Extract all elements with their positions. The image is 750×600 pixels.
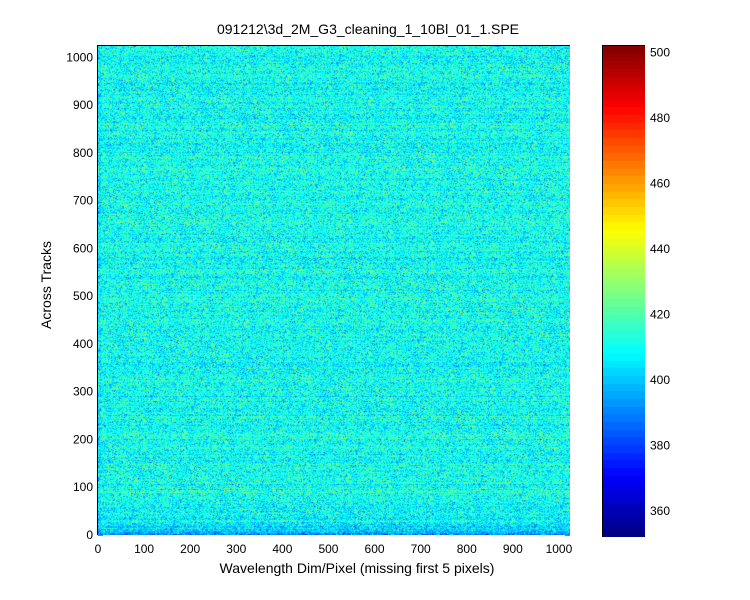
- y-tick-label: 100: [73, 480, 93, 494]
- chart-title: 091212\3d_2M_G3_cleaning_1_10Bl_01_1.SPE: [217, 21, 519, 37]
- y-tick-label: 1000: [66, 50, 93, 64]
- colorbar-tick-label: 420: [650, 307, 670, 321]
- colorbar-tick-label: 400: [650, 373, 670, 387]
- x-tick-label: 500: [318, 542, 338, 556]
- y-tick-label: 900: [73, 98, 93, 112]
- x-tick-label: 200: [180, 542, 200, 556]
- y-tick-label: 600: [73, 241, 93, 255]
- colorbar-tick-label: 380: [650, 438, 670, 452]
- y-tick-label: 700: [73, 194, 93, 208]
- y-tick-label: 200: [73, 432, 93, 446]
- y-tick-label: 0: [86, 528, 93, 542]
- colorbar-tick-label: 360: [650, 504, 670, 518]
- colorbar-tick-label: 480: [650, 111, 670, 125]
- y-tick-label: 500: [73, 289, 93, 303]
- colorbar-tick-label: 440: [650, 242, 670, 256]
- y-axis-ticks: 0 100 200 300 400 500 600 700 800 900 1000: [66, 50, 570, 542]
- colorbar-ticks: 360 380 400 420 440 460 480 500: [603, 46, 670, 518]
- y-tick-label: 400: [73, 337, 93, 351]
- x-tick-label: 1000: [546, 542, 573, 556]
- colorbar-tick-label: 460: [650, 176, 670, 190]
- x-axis-label: Wavelength Dim/Pixel (missing first 5 pi…: [220, 560, 495, 576]
- x-tick-label: 600: [365, 542, 385, 556]
- colorbar-tick-label: 500: [650, 46, 670, 60]
- x-tick-label: 0: [95, 542, 102, 556]
- y-tick-label: 800: [73, 146, 93, 160]
- x-tick-label: 700: [411, 542, 431, 556]
- heatmap-image: [98, 46, 570, 535]
- y-axis-label: Across Tracks: [38, 241, 54, 329]
- x-tick-label: 400: [272, 542, 292, 556]
- colorbar: [603, 46, 645, 537]
- x-tick-label: 900: [503, 542, 523, 556]
- y-tick-label: 300: [73, 385, 93, 399]
- x-tick-label: 100: [134, 542, 154, 556]
- x-tick-label: 300: [226, 542, 246, 556]
- x-tick-label: 800: [457, 542, 477, 556]
